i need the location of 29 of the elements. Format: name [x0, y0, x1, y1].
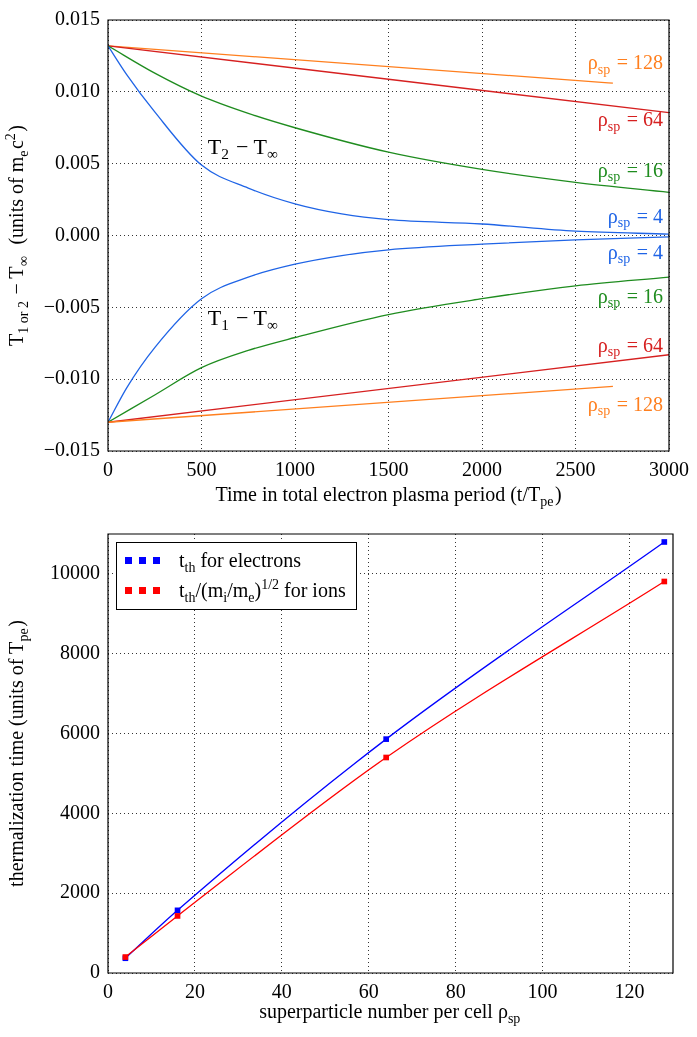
y-tick-label: 6000	[60, 720, 100, 743]
x-tick-label: 100	[527, 980, 558, 1003]
y-axis-title: thermalization time (units of Tpe)	[5, 620, 31, 887]
y-tick-label: 0.010	[55, 79, 100, 102]
y-tick-label: 8000	[60, 640, 100, 663]
y-tick-label: 4000	[60, 800, 100, 823]
x-tick-label: 60	[358, 980, 379, 1003]
x-tick-label: 2500	[555, 458, 596, 481]
x-tick-label: 80	[445, 980, 466, 1003]
y-tick-label: 0.015	[55, 7, 100, 30]
x-tick-label: 500	[186, 458, 217, 481]
y-tick-label: 0	[90, 960, 100, 983]
y-tick-label: −0.015	[43, 438, 100, 461]
y-tick-label: −0.005	[43, 294, 100, 317]
x-tick-label: 2000	[462, 458, 502, 481]
y-tick-label: 10000	[50, 561, 100, 584]
x-tick-label: 120	[614, 980, 645, 1003]
legend-label: t$_{th}$ for electrons	[179, 548, 301, 575]
y-tick-label: 2000	[60, 880, 100, 903]
x-tick-label: 40	[271, 980, 292, 1003]
y-tick-label: 0.000	[55, 222, 100, 245]
text: T1 or 2 − T∞ (units of mec2)	[2, 125, 31, 346]
y-tick-label: −0.010	[43, 366, 100, 389]
x-tick-label: 1500	[368, 458, 409, 481]
y-tick-label: 0.005	[55, 150, 100, 173]
x-tick-label: 1000	[275, 458, 315, 481]
text: t$_{th}$/(m$_{i}$/m$_{e}$)$^{1/2}$ for ions	[179, 577, 346, 605]
x-tick-label: 3000	[649, 458, 689, 481]
x-tick-label: 20	[184, 980, 205, 1003]
